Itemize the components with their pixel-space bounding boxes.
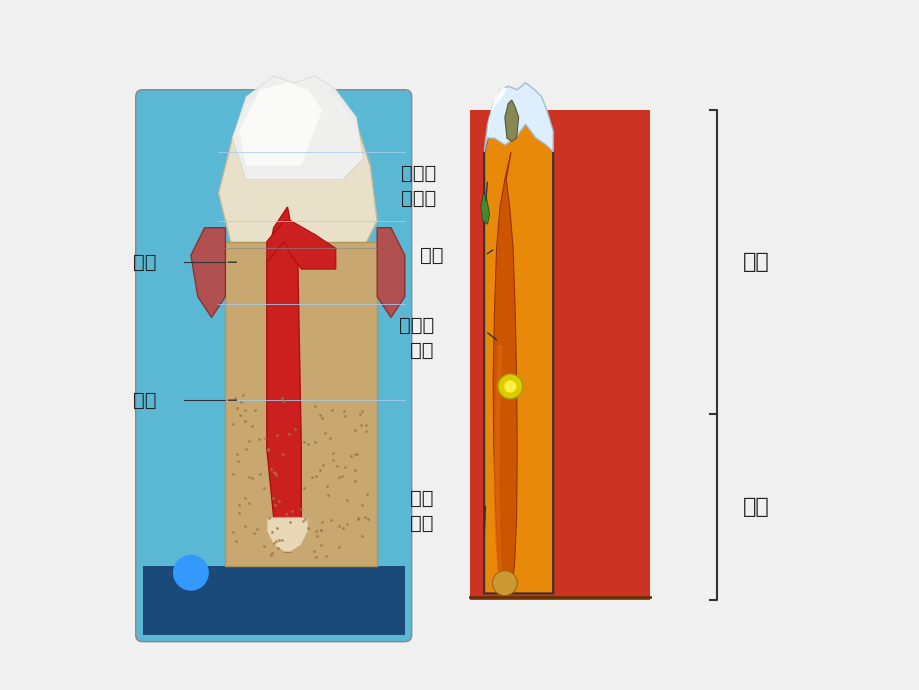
- Polygon shape: [232, 76, 363, 179]
- Text: 牙菌斑
及牙石: 牙菌斑 及牙石: [400, 164, 436, 208]
- Polygon shape: [267, 221, 335, 269]
- Text: 坏死的
牙髓: 坏死的 牙髓: [398, 316, 434, 360]
- Polygon shape: [377, 228, 404, 317]
- Circle shape: [497, 374, 522, 399]
- Text: 牙根: 牙根: [743, 253, 769, 272]
- Bar: [225, 241, 377, 566]
- Text: 牙冠: 牙冠: [743, 497, 769, 517]
- Polygon shape: [191, 228, 225, 317]
- Bar: [470, 110, 649, 600]
- Text: 牙冠: 牙冠: [132, 391, 156, 410]
- Circle shape: [492, 571, 516, 595]
- Polygon shape: [483, 107, 552, 593]
- Polygon shape: [481, 193, 489, 224]
- Polygon shape: [267, 518, 308, 552]
- Polygon shape: [487, 86, 506, 138]
- Circle shape: [174, 555, 208, 590]
- FancyBboxPatch shape: [428, 100, 698, 631]
- Polygon shape: [219, 83, 377, 248]
- Polygon shape: [239, 83, 322, 166]
- Text: 牙槽
脓肿: 牙槽 脓肿: [410, 489, 434, 533]
- Polygon shape: [493, 152, 516, 590]
- Bar: [142, 566, 404, 635]
- Text: 牙根: 牙根: [132, 253, 156, 272]
- Polygon shape: [267, 207, 301, 552]
- Polygon shape: [494, 345, 503, 586]
- Polygon shape: [505, 100, 518, 141]
- Text: 龋洞: 龋洞: [419, 246, 443, 265]
- FancyBboxPatch shape: [136, 90, 412, 642]
- Circle shape: [504, 380, 516, 393]
- Polygon shape: [483, 83, 552, 152]
